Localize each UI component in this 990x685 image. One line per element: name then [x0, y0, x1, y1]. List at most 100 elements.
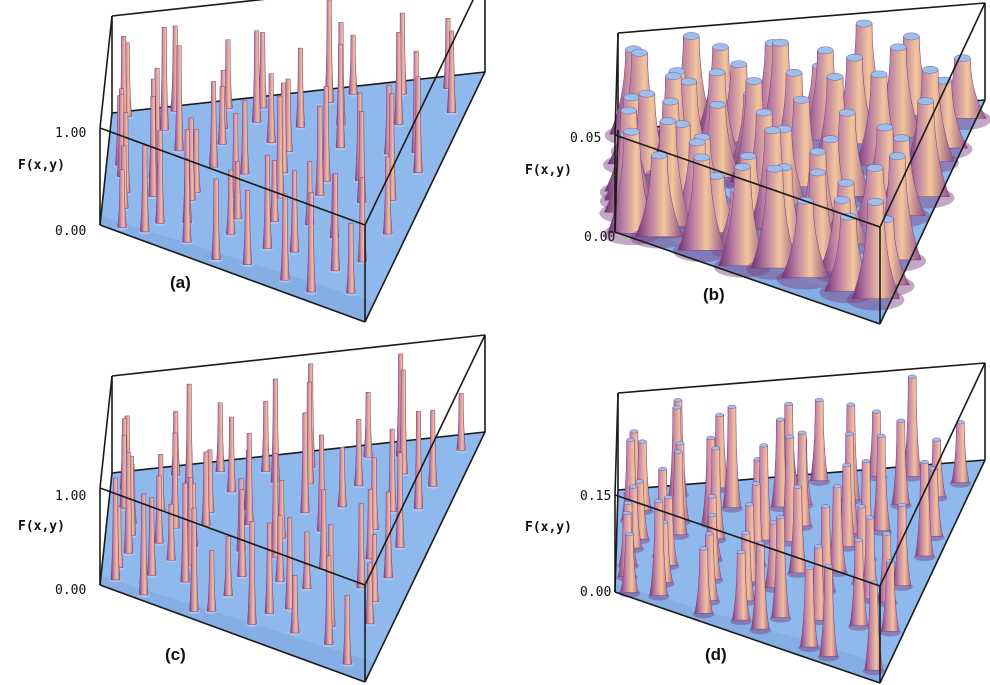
panel-label: (a) — [170, 273, 191, 292]
box-edge — [364, 431, 486, 683]
surface-peak — [222, 536, 235, 599]
surface-peak — [288, 575, 301, 636]
surface-peak — [846, 198, 905, 311]
surface-peak — [263, 522, 276, 617]
surface-floor-shade — [100, 216, 375, 322]
box-edge — [99, 472, 113, 586]
surface-peak — [173, 45, 186, 154]
box-edge — [879, 2, 986, 228]
surface-peak — [145, 497, 158, 578]
surface-peak — [322, 555, 335, 648]
surface-peak — [300, 531, 313, 592]
box-edge — [111, 0, 265, 17]
surface-peak — [214, 402, 227, 475]
surface-floor-shade — [615, 583, 889, 683]
surface-peak — [210, 178, 223, 263]
surface-peak — [879, 559, 901, 637]
surface-peak — [278, 193, 291, 283]
box-edge — [99, 487, 366, 586]
surface-peak — [381, 156, 394, 237]
surface-peak — [334, 44, 347, 151]
surface-peak — [870, 433, 893, 536]
surface-peak — [261, 154, 274, 252]
surface-peak — [393, 452, 406, 551]
surface-peak — [344, 223, 357, 296]
surface-peak — [199, 451, 212, 529]
surface-peak — [165, 503, 178, 563]
box-edge — [99, 112, 113, 226]
z-tick-top: 0.15 — [580, 489, 611, 504]
surface-peak — [949, 420, 972, 488]
box-edge — [614, 231, 881, 325]
box-edge — [614, 591, 881, 684]
z-axis-label: F(x,y) — [525, 163, 572, 178]
box-edge — [879, 99, 986, 325]
box-edge — [879, 459, 986, 684]
surface-peak — [231, 160, 244, 222]
surface-peak — [205, 550, 218, 614]
surface-peak — [153, 130, 166, 226]
box-edge — [614, 129, 619, 233]
box-edge — [364, 334, 486, 586]
panel-label: (b) — [703, 285, 725, 304]
surface-peak — [216, 86, 229, 147]
surface-peak — [848, 538, 870, 631]
surface-panel-a: 1.00 0.00 F(x,y) (a) — [18, 0, 486, 323]
surface-peak — [412, 76, 425, 176]
surface-peak — [336, 447, 349, 510]
z-tick-top: 0.05 — [570, 131, 601, 146]
box-edge — [617, 362, 986, 394]
surface-peak — [362, 392, 375, 460]
surface-peak — [798, 565, 820, 653]
z-tick-bottom: 0.00 — [584, 230, 615, 245]
surface-peak — [298, 412, 311, 516]
box-edge — [111, 334, 486, 377]
surface-peak — [341, 595, 354, 667]
surface-peak — [890, 418, 912, 510]
surface-peak — [786, 484, 809, 578]
surface-peak — [313, 106, 326, 199]
surface-peak — [241, 190, 254, 268]
surface-peak — [294, 47, 307, 130]
surface-peak — [808, 398, 831, 486]
surface-peak — [180, 158, 193, 245]
surface-peak — [187, 507, 200, 615]
z-axis-label: F(x,y) — [18, 519, 65, 534]
surface-peak — [273, 515, 286, 585]
z-axis-label: F(x,y) — [18, 158, 65, 173]
surface-peak — [769, 514, 792, 623]
surface-peak — [355, 503, 368, 591]
surface-peak — [250, 30, 263, 125]
panel-label: (c) — [165, 645, 186, 664]
surface-peak — [109, 477, 122, 583]
surface-panel-b: 0.05 0.00 F(x,y) (b) — [525, 2, 990, 325]
surface-peak — [245, 521, 258, 627]
surface-peak — [352, 418, 365, 489]
surface-peak — [913, 460, 936, 562]
surface-panel-c: 1.00 0.00 F(x,y) (c) — [18, 334, 486, 683]
box-edge — [614, 494, 881, 587]
surface-peak — [116, 169, 129, 231]
box-edge — [99, 375, 113, 489]
z-tick-bottom: 0.00 — [55, 583, 86, 598]
box-edge — [99, 224, 366, 323]
box-edge — [614, 392, 619, 496]
box-edge — [614, 32, 619, 136]
surface-peak — [305, 192, 318, 295]
panel-label: (d) — [705, 645, 727, 664]
surface-peak — [648, 499, 670, 601]
box-edge — [617, 2, 986, 34]
surface-peak — [288, 170, 301, 255]
surface-peak — [891, 502, 913, 591]
box-edge — [99, 584, 366, 683]
z-tick-bottom: 0.00 — [55, 224, 86, 239]
z-tick-bottom: 0.00 — [580, 585, 611, 600]
surface-peak — [122, 452, 135, 556]
surface-peak — [137, 493, 150, 598]
z-tick-top: 1.00 — [55, 126, 86, 141]
surface-peak — [224, 169, 237, 237]
box-edge — [614, 134, 881, 228]
surface-peak — [445, 30, 458, 116]
z-axis-label: F(x,y) — [525, 520, 572, 535]
